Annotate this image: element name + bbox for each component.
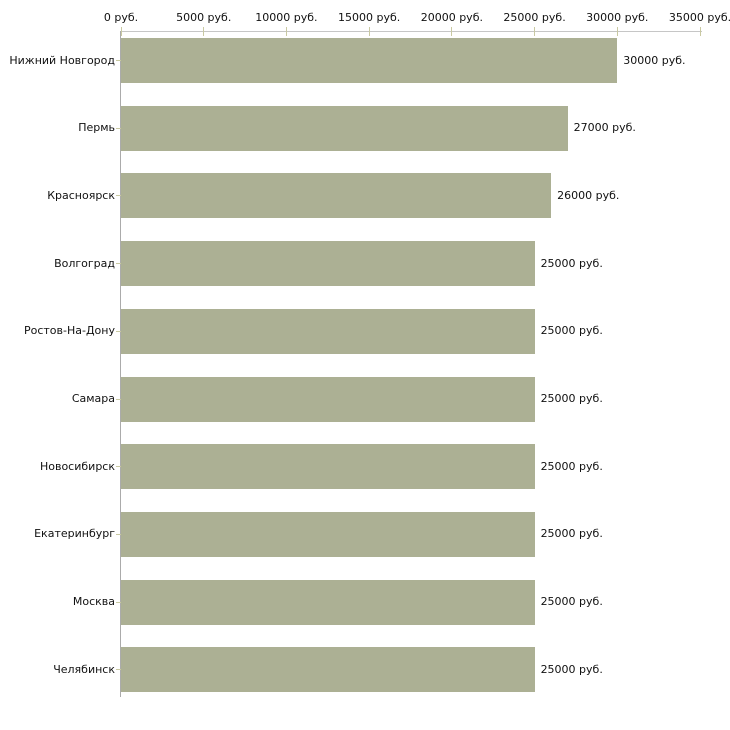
category-label: Ростов-На-Дону <box>23 324 115 338</box>
category-label: Москва <box>72 595 115 609</box>
category-label: Пермь <box>78 121 115 135</box>
y-axis-tick-mark <box>116 263 121 265</box>
x-axis-tick-label: 5000 руб. <box>176 11 232 24</box>
bar <box>121 647 535 693</box>
value-label: 30000 руб. <box>623 53 686 67</box>
value-label: 25000 руб. <box>540 459 603 473</box>
x-axis-tick-mark <box>451 27 453 36</box>
category-label: Нижний Новгород <box>9 53 115 67</box>
x-axis-tick-label: 35000 руб. <box>668 11 730 24</box>
bar <box>121 173 552 219</box>
x-axis-tick-mark <box>699 27 701 36</box>
category-label: Новосибирск <box>39 459 115 473</box>
value-label: 25000 руб. <box>540 324 603 338</box>
x-axis-tick-mark <box>534 27 536 36</box>
category-label: Красноярск <box>47 188 115 202</box>
x-axis-tick-label: 20000 руб. <box>420 11 483 24</box>
y-axis-line <box>120 31 121 697</box>
y-axis-tick-mark <box>116 601 121 603</box>
y-axis-tick-mark <box>116 127 121 129</box>
bar <box>121 38 618 83</box>
bar <box>121 308 535 354</box>
x-axis-tick-mark <box>120 27 122 36</box>
x-axis-tick-label: 30000 руб. <box>586 11 649 24</box>
x-axis-tick-mark <box>616 27 618 36</box>
value-label: 25000 руб. <box>540 595 603 609</box>
bar <box>121 579 535 625</box>
value-label: 25000 руб. <box>540 527 603 541</box>
y-axis-tick-mark <box>116 669 121 671</box>
bar <box>121 444 535 490</box>
bar <box>121 376 535 422</box>
y-axis-tick-mark <box>116 330 121 332</box>
value-label: 25000 руб. <box>540 662 603 676</box>
bar <box>121 511 535 557</box>
y-axis-tick-mark <box>116 60 121 61</box>
x-axis-tick-mark <box>368 27 370 36</box>
x-axis-tick-label: 15000 руб. <box>338 11 401 24</box>
x-axis-tick-mark <box>203 27 205 36</box>
category-label: Екатеринбург <box>34 527 115 541</box>
x-axis-tick-mark <box>285 27 287 36</box>
value-label: 25000 руб. <box>540 392 603 405</box>
y-axis-tick-mark <box>116 195 121 197</box>
y-axis-tick-mark <box>116 466 121 468</box>
bar <box>121 105 568 151</box>
category-label: Челябинск <box>53 662 115 676</box>
x-axis-tick-label: 0 руб. <box>103 11 139 24</box>
category-label: Самара <box>71 392 115 405</box>
y-axis-tick-mark <box>116 398 121 400</box>
value-label: 26000 руб. <box>557 188 620 202</box>
value-label: 27000 руб. <box>573 121 636 135</box>
y-axis-tick-mark <box>116 533 121 535</box>
bar <box>121 241 535 287</box>
x-axis-tick-label: 25000 руб. <box>503 11 566 24</box>
x-axis-line <box>121 31 702 32</box>
x-axis-tick-label: 10000 руб. <box>255 11 318 24</box>
value-label: 25000 руб. <box>540 256 603 270</box>
category-label: Волгоград <box>54 256 115 270</box>
